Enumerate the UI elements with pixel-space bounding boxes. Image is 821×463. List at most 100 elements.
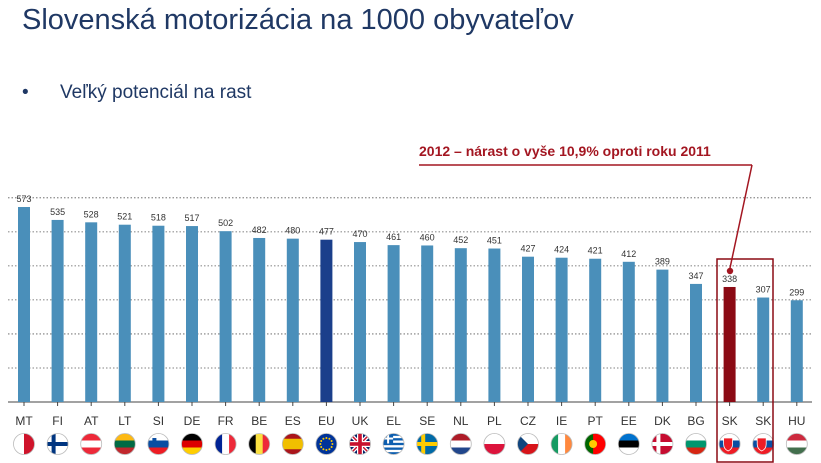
tick-label: FI	[52, 414, 63, 428]
bar	[622, 261, 635, 402]
bar	[454, 248, 467, 402]
data-label: 470	[352, 229, 367, 239]
flag-czech-icon	[517, 433, 539, 455]
data-label: 573	[16, 194, 31, 204]
flag-lithuania-icon	[113, 433, 136, 455]
bar	[757, 297, 770, 402]
flag-ireland-icon	[550, 433, 573, 455]
data-label: 480	[285, 226, 300, 236]
tick-label: CZ	[520, 414, 536, 428]
bar	[118, 224, 131, 402]
tick-label: DE	[184, 414, 201, 428]
data-label: 338	[722, 274, 737, 284]
bar	[152, 225, 165, 402]
flag-portugal-icon	[584, 433, 607, 455]
flag-belgium-icon	[248, 433, 271, 455]
bullet-marker: •	[22, 82, 29, 103]
data-label: 461	[386, 232, 401, 242]
bar	[723, 286, 736, 402]
bar	[85, 222, 98, 402]
flag-greece-icon	[382, 433, 405, 455]
highlight-rect	[716, 258, 774, 463]
tick-label: IE	[556, 414, 567, 428]
data-label: 347	[688, 271, 703, 281]
data-label: 452	[453, 235, 468, 245]
bullet-text: Veľký potenciál na rast	[60, 82, 252, 103]
tick-label: SI	[153, 414, 164, 428]
data-label: 477	[319, 227, 334, 237]
bar	[320, 239, 333, 402]
tick-label: PT	[588, 414, 604, 428]
flag-austria-icon	[80, 433, 103, 455]
bar	[18, 207, 30, 402]
annotation-label: 2012 – nárast o vyše 10,9% oproti roku 2…	[419, 143, 711, 159]
bar	[286, 238, 299, 402]
data-label: 451	[487, 236, 502, 246]
flag-eu-icon	[315, 433, 338, 455]
flag-slovakia-icon	[718, 433, 741, 455]
slide-title: Slovenská motorizácia na 1000 obyvateľov	[22, 4, 574, 36]
data-label: 535	[50, 207, 65, 217]
data-label: 460	[420, 232, 435, 242]
data-label: 517	[184, 213, 199, 223]
bar	[219, 231, 232, 402]
bar	[656, 269, 669, 402]
flag-denmark-icon	[651, 433, 674, 455]
bar	[690, 283, 702, 402]
tick-label: EE	[621, 414, 637, 428]
bar	[589, 258, 602, 402]
data-label: 482	[252, 225, 267, 235]
tick-label: DK	[654, 414, 671, 428]
tick-label: SE	[419, 414, 435, 428]
bar	[488, 248, 501, 402]
tick-label: BE	[251, 414, 267, 428]
tick-label: FR	[218, 414, 234, 428]
bar	[790, 300, 803, 402]
tick-label: EU	[318, 414, 335, 428]
bar	[354, 242, 366, 402]
highlight-box	[419, 164, 774, 463]
tick-label: BG	[687, 414, 704, 428]
flag-slovenia-icon	[147, 433, 170, 455]
data-label: 427	[520, 244, 535, 254]
flag-malta-icon	[13, 433, 35, 455]
tick-label: ES	[285, 414, 301, 428]
flag-estonia-icon	[617, 433, 640, 455]
data-label: 421	[588, 246, 603, 256]
tick-label: SK	[755, 414, 771, 428]
bar	[421, 245, 434, 402]
flag-poland-icon	[483, 433, 506, 455]
bar	[51, 219, 64, 402]
flag-spain-icon	[281, 433, 304, 455]
flag-slovakia-icon	[752, 433, 775, 455]
tick-label: SK	[722, 414, 738, 428]
tick-label: PL	[487, 414, 502, 428]
data-label: 518	[151, 213, 166, 223]
flag-hungary-icon	[785, 433, 808, 455]
data-label: 307	[756, 285, 771, 295]
data-label: 424	[554, 245, 569, 255]
bullet-item: • Veľký potenciál na rast	[22, 82, 251, 104]
tick-label: AT	[84, 414, 99, 428]
flag-sweden-icon	[416, 433, 439, 455]
flag-finland-icon	[46, 433, 69, 455]
data-label: 389	[655, 257, 670, 267]
flag-netherlands-icon	[449, 433, 472, 455]
data-label: 528	[84, 209, 99, 219]
flag-bulgaria-icon	[685, 433, 707, 455]
tick-label: MT	[15, 414, 33, 428]
tick-label: EL	[386, 414, 401, 428]
flag-germany-icon	[181, 433, 203, 455]
data-label: 412	[621, 249, 636, 259]
tick-label: LT	[118, 414, 132, 428]
tick-label: HU	[788, 414, 805, 428]
tick-label: NL	[453, 414, 469, 428]
tick-label: UK	[352, 414, 369, 428]
flag-uk-icon	[349, 433, 371, 455]
data-label: 299	[789, 287, 804, 297]
bar	[522, 256, 534, 402]
grid-lines	[8, 197, 812, 369]
flag-france-icon	[214, 433, 237, 455]
bar	[387, 245, 400, 402]
